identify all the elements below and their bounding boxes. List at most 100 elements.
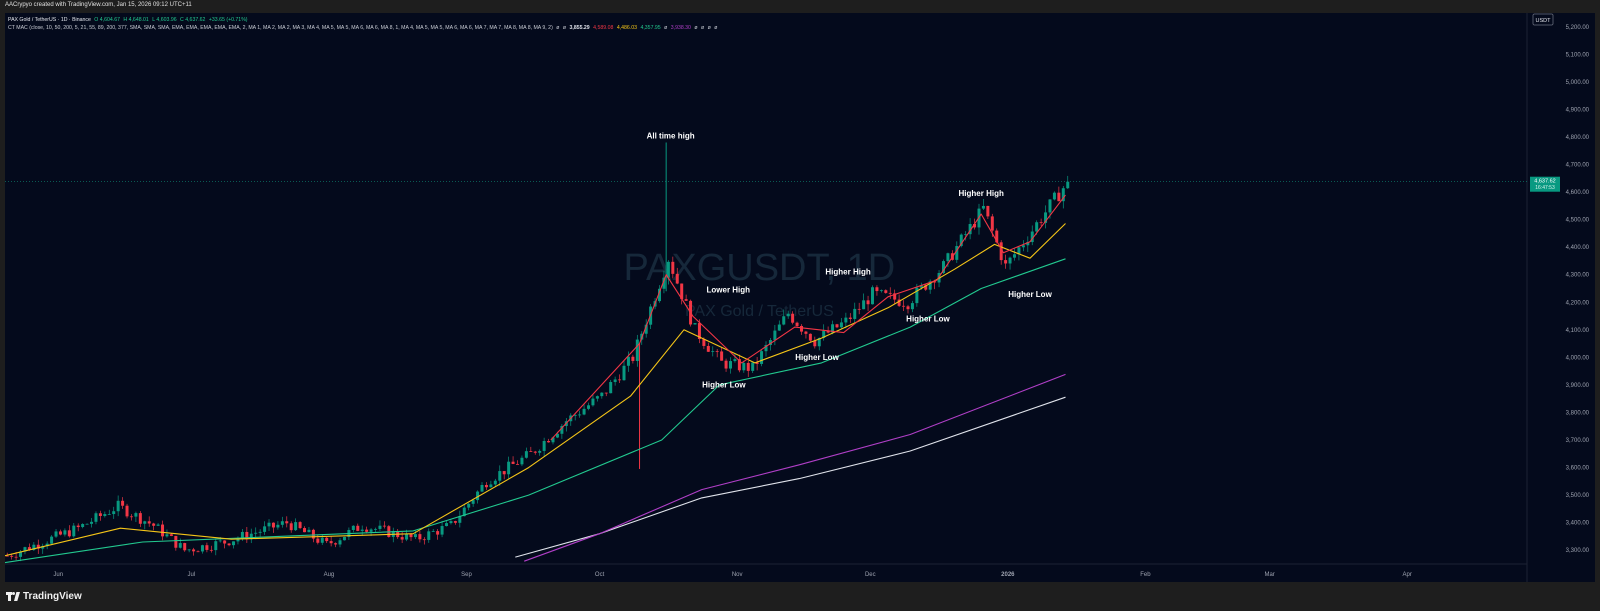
candle-body xyxy=(795,322,799,326)
candle-body xyxy=(524,451,528,458)
tradingview-logo[interactable]: TradingView xyxy=(6,591,82,602)
candle-body xyxy=(143,521,147,524)
candle-body xyxy=(618,379,622,381)
candle-body xyxy=(129,516,133,518)
candle-body xyxy=(1057,192,1061,202)
candle-body xyxy=(1052,192,1056,200)
candle-body xyxy=(1035,222,1039,232)
moving-average-line xyxy=(550,194,1066,441)
annotation-label: Higher Low xyxy=(795,353,839,362)
candle-body xyxy=(675,273,679,284)
candle-body xyxy=(418,534,422,540)
indicator-icon[interactable]: ø xyxy=(701,25,705,31)
time-tick-label: Sep xyxy=(461,572,472,578)
candle-body xyxy=(453,521,457,523)
candle-body xyxy=(484,484,488,488)
candle-body xyxy=(192,549,196,552)
candle-body xyxy=(41,546,45,549)
candle-body xyxy=(1008,257,1012,264)
candle-body xyxy=(169,534,173,536)
candle-body xyxy=(196,551,200,553)
candle-body xyxy=(662,277,666,289)
candle-body xyxy=(644,324,648,334)
candle-body xyxy=(502,471,506,475)
price-tick-label: 3,700.00 xyxy=(1566,438,1590,444)
moving-average-line xyxy=(515,396,1066,558)
candle-body xyxy=(19,551,23,557)
time-tick-label: Nov xyxy=(732,572,743,578)
candle-body xyxy=(245,531,249,540)
candle-body xyxy=(351,525,355,530)
candle-body xyxy=(45,543,49,547)
candle-body xyxy=(1048,199,1052,213)
currency-badge xyxy=(1532,13,1554,26)
candle-body xyxy=(342,536,346,541)
annotation-label: Higher High xyxy=(959,189,1004,198)
candle-body xyxy=(413,534,417,538)
candle-body xyxy=(422,539,426,541)
indicator-icon[interactable]: ø xyxy=(714,25,718,31)
indicator-icon[interactable]: ø xyxy=(707,25,711,31)
candle-body xyxy=(808,333,812,341)
candle-body xyxy=(58,531,62,535)
candle-body xyxy=(733,359,737,362)
candle-body xyxy=(476,491,480,501)
price-tick-label: 4,000.00 xyxy=(1566,355,1590,361)
candle-body xyxy=(968,223,972,235)
candle-body xyxy=(768,340,772,346)
candle-body xyxy=(236,538,240,542)
candle-body xyxy=(138,513,142,524)
price-tick-label: 3,600.00 xyxy=(1566,466,1590,472)
candle-body xyxy=(591,398,595,406)
candle-body xyxy=(986,205,990,217)
annotation-label: Higher High xyxy=(825,268,870,277)
candle-body xyxy=(214,541,218,551)
candle-body xyxy=(458,516,462,523)
candle-body xyxy=(98,513,102,516)
indicator-icon[interactable]: ø xyxy=(562,25,567,31)
indicator-params: CT MAC (close, 10, 50, 200, 5, 21, 55, 8… xyxy=(8,25,553,31)
price-tick-label: 3,300.00 xyxy=(1566,548,1590,554)
indicator-icon[interactable]: ø xyxy=(694,25,698,31)
candle-body xyxy=(746,362,750,371)
time-tick-label: Jul xyxy=(188,572,196,578)
candle-body xyxy=(161,524,165,537)
legend-symbol-row: PAX Gold / TetherUS · 1D · Binance O 4,6… xyxy=(8,17,250,23)
candle-body xyxy=(839,322,843,328)
last-price-label: 4,637.62 xyxy=(1534,179,1555,185)
candle-body xyxy=(946,253,950,262)
price-tick-label: 3,500.00 xyxy=(1566,493,1590,499)
candle-body xyxy=(915,287,919,304)
candle-body xyxy=(440,526,444,535)
candle-body xyxy=(365,529,369,532)
candle-body xyxy=(848,317,852,319)
candle-body xyxy=(1021,245,1025,248)
indicator-icon[interactable]: ø xyxy=(664,25,668,31)
price-tick-label: 4,700.00 xyxy=(1566,163,1590,169)
candle-body xyxy=(116,500,120,512)
moving-average-line xyxy=(4,223,1066,557)
candle-body xyxy=(63,530,67,535)
candle-body xyxy=(156,524,160,526)
candle-body xyxy=(857,308,861,310)
time-tick-label: 2026 xyxy=(1001,572,1015,578)
candle-body xyxy=(706,345,710,352)
candle-body xyxy=(27,547,31,551)
candle-body xyxy=(147,521,151,524)
candle-body xyxy=(85,523,89,525)
candle-body xyxy=(777,324,781,331)
moving-average-line xyxy=(4,258,1066,564)
price-tick-label: 3,800.00 xyxy=(1566,410,1590,416)
candle-body xyxy=(547,441,551,443)
caption-text: AACrypyo created with TradingView.com, J… xyxy=(5,2,192,8)
candle-body xyxy=(964,234,968,235)
chart-frame[interactable]: PAXGUSDT, 1D PAX Gold / TetherUS 3,300.00 3… xyxy=(4,13,1595,582)
time-tick-label: Oct xyxy=(595,572,605,578)
candle-body xyxy=(298,522,302,529)
candle-body xyxy=(870,287,874,305)
indicator-icon[interactable]: ø xyxy=(556,25,560,31)
candle-body xyxy=(507,461,511,475)
price-tick-label: 5,200.00 xyxy=(1566,25,1590,31)
candle-body xyxy=(267,522,271,527)
